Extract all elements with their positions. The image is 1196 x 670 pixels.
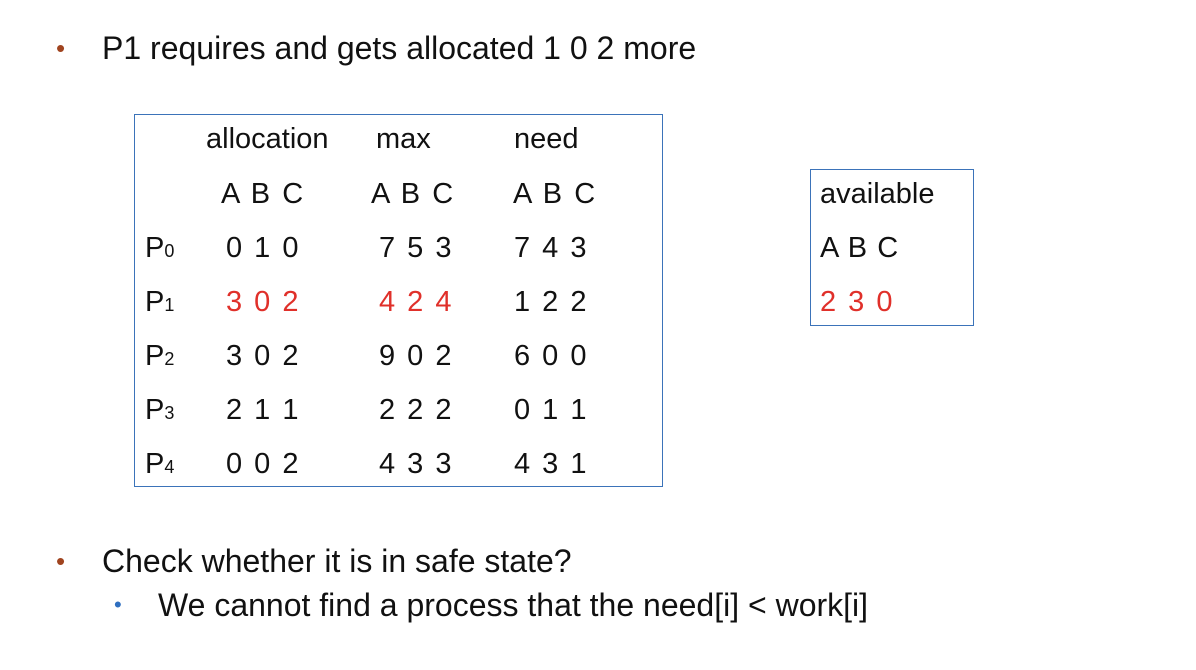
available-box: available A B C 2 3 0	[810, 169, 974, 326]
sub-bullet-dot: •	[114, 592, 122, 617]
table-row-p3-allocation: 2 1 1	[226, 394, 301, 426]
header-allocation: allocation	[206, 123, 329, 155]
table-row-p0-max: 7 5 3	[379, 232, 454, 264]
table-row-p4-need: 4 3 1	[514, 448, 589, 480]
table-row-p0-need: 7 4 3	[514, 232, 589, 264]
table-row-p3-need: 0 1 1	[514, 394, 589, 426]
available-columns: A B C	[820, 232, 900, 264]
subheader-max: A B C	[371, 178, 456, 210]
table-row-p3-max: 2 2 2	[379, 394, 454, 426]
table-row-p4-max: 4 3 3	[379, 448, 454, 480]
resource-table: allocation max need A B C A B C A B C P0…	[134, 114, 663, 487]
table-row-p1-allocation: 3 0 2	[226, 286, 301, 318]
table-row-p4-allocation: 0 0 2	[226, 448, 301, 480]
header-need: need	[514, 123, 579, 155]
subheader-need: A B C	[513, 178, 598, 210]
process-p3: P3	[145, 394, 175, 426]
bullet-sub-text: We cannot find a process that the need[i…	[158, 587, 869, 623]
table-row-p1-need: 1 2 2	[514, 286, 589, 318]
process-p4: P4	[145, 448, 175, 480]
process-p1: P1	[145, 286, 175, 318]
process-p2: P2	[145, 340, 175, 372]
table-row-p2-allocation: 3 0 2	[226, 340, 301, 372]
available-value: 2 3 0	[820, 286, 895, 318]
bullet-dot: •	[56, 33, 66, 63]
subheader-allocation: A B C	[221, 178, 306, 210]
bullet-dot: •	[56, 546, 66, 576]
header-max: max	[376, 123, 431, 155]
table-row-p2-max: 9 0 2	[379, 340, 454, 372]
bullet-top-text: P1 requires and gets allocated 1 0 2 mor…	[102, 30, 697, 66]
table-row-p2-need: 6 0 0	[514, 340, 589, 372]
bullet-check-text: Check whether it is in safe state?	[102, 543, 572, 579]
process-p0: P0	[145, 232, 175, 264]
table-row-p1-max: 4 2 4	[379, 286, 454, 318]
available-label: available	[820, 178, 935, 210]
table-row-p0-allocation: 0 1 0	[226, 232, 301, 264]
